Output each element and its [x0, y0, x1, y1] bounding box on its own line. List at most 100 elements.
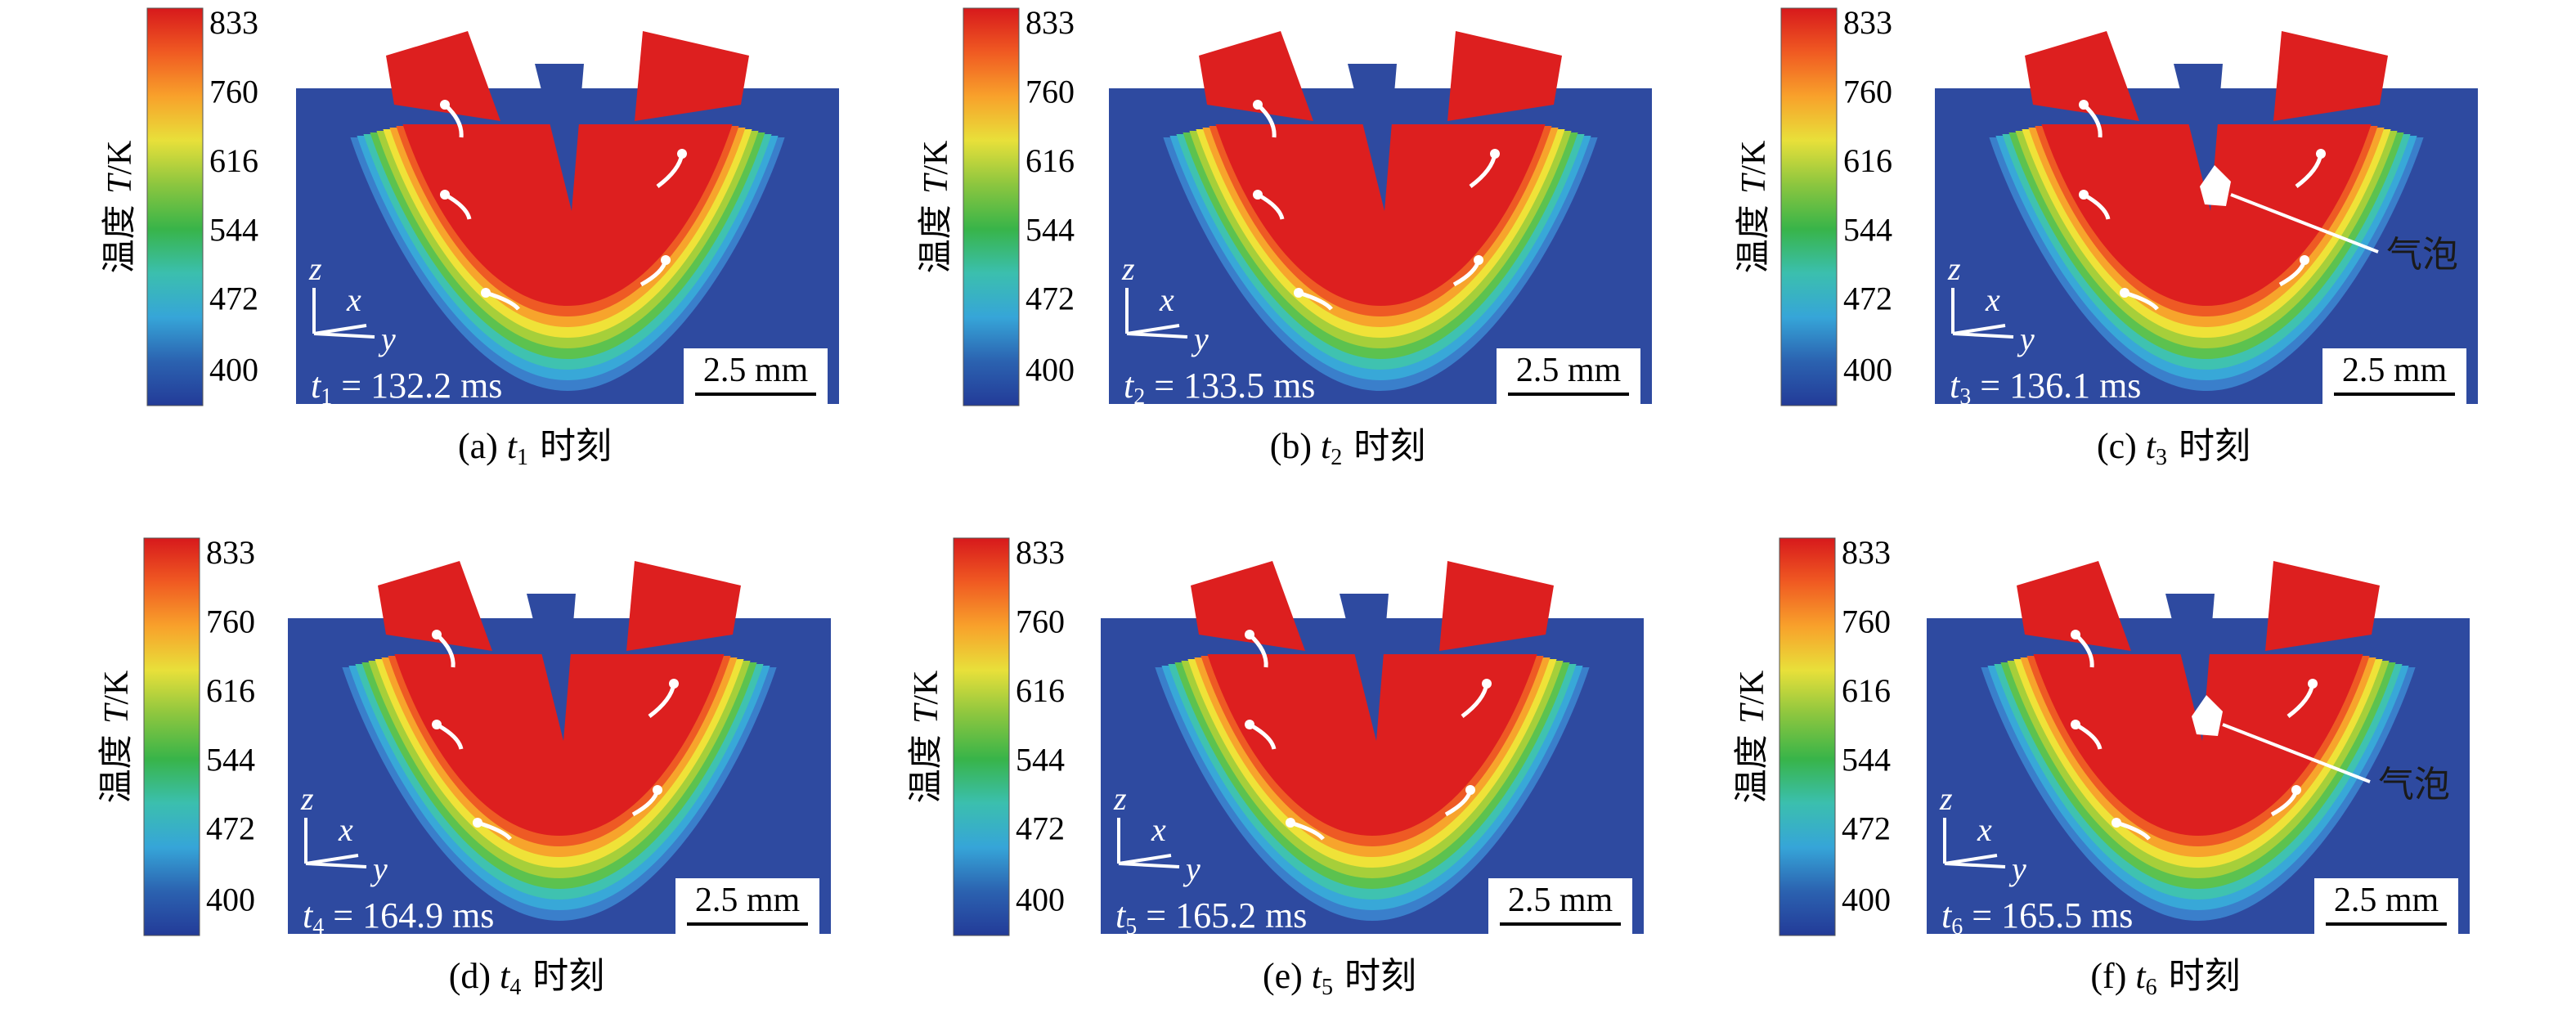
- scale-bar-label: 2.5 mm: [2342, 352, 2448, 389]
- flow-arrow-head: [1482, 679, 1492, 689]
- time-index: 1: [321, 384, 332, 410]
- axis-y-label: y: [378, 321, 396, 357]
- flow-arrow-head: [1490, 149, 1500, 159]
- colorbar-tick-label: 400: [1843, 351, 1892, 388]
- axis-z-label: z: [1113, 780, 1127, 817]
- colorbar-label-symbol: T: [1734, 702, 1771, 724]
- time-unit: ms: [1264, 366, 1315, 406]
- keyhole: [527, 594, 576, 741]
- caption-suffix: 时刻: [1333, 955, 1416, 997]
- weld-lip-right: [635, 31, 749, 121]
- time-equals: =: [324, 895, 362, 936]
- panel-caption: (f) t6 时刻: [2090, 955, 2240, 1000]
- time-index: 3: [1959, 384, 1971, 410]
- axis-x-line: [1952, 324, 2006, 335]
- weld-lip-left: [1191, 561, 1305, 651]
- flow-arrow-head: [1474, 255, 1483, 265]
- axis-y-label: y: [1191, 321, 1209, 357]
- colorbar-label-cn: 温度: [99, 194, 139, 273]
- colorbar: [1779, 537, 1836, 936]
- caption-index: 4: [509, 975, 521, 1000]
- flow-arrow-head: [2316, 149, 2326, 159]
- colorbar-tick-label: 760: [1025, 74, 1075, 110]
- weld-lip-left: [1199, 31, 1313, 121]
- time-symbol: t: [1115, 895, 1127, 936]
- weld-lip-right: [1439, 561, 1554, 651]
- colorbar-tick-label: 760: [209, 74, 258, 110]
- flow-arrow-head: [1465, 785, 1475, 795]
- colorbar-label-cn: 温度: [905, 724, 945, 803]
- colorbar-tick-label: 544: [206, 741, 255, 778]
- caption-index: 5: [1322, 975, 1333, 1000]
- colorbar-label-symbol: T: [1735, 173, 1773, 194]
- bubble-label: 气泡: [2386, 234, 2458, 276]
- axis-x-line: [305, 854, 359, 865]
- colorbar-tick-label: 833: [209, 4, 258, 41]
- time-value: 136.1: [2009, 366, 2090, 406]
- colorbar-tick-label: 400: [206, 881, 255, 918]
- flow-arrow-head: [432, 720, 442, 729]
- colorbar-tick-label: 400: [209, 351, 258, 388]
- panel-caption: (a) t1 时刻: [458, 425, 612, 470]
- time-equals: =: [1963, 895, 2001, 936]
- bubble-pointer: [2230, 193, 2379, 254]
- colorbar-label-unit: /K: [918, 141, 955, 175]
- axis-y-label: y: [2008, 850, 2026, 887]
- colorbar-label-symbol: T: [918, 173, 955, 194]
- axis-x-label: x: [1151, 811, 1166, 848]
- time-stamp: t2 = 133.5 ms: [1124, 366, 1315, 410]
- panel-caption: (d) t4 时刻: [449, 955, 605, 1000]
- flow-arrow-head: [2071, 630, 2080, 639]
- time-value: 132.2: [370, 366, 451, 406]
- flow-arrow-head: [1286, 818, 1295, 828]
- weld-lip-right: [626, 561, 741, 651]
- caption-letter: (c): [2097, 426, 2146, 466]
- weld-lip-left: [2017, 561, 2131, 651]
- colorbar-tick-label: 472: [1842, 810, 1891, 847]
- axis-y-label: y: [1183, 850, 1200, 887]
- time-unit: ms: [451, 366, 502, 406]
- caption-suffix: 时刻: [1342, 425, 1425, 467]
- caption-symbol: t: [500, 956, 511, 996]
- colorbar-label-unit: /K: [1735, 141, 1773, 175]
- caption-symbol: t: [507, 426, 518, 466]
- flow-arrow-head: [661, 255, 671, 265]
- caption-symbol: t: [2146, 426, 2157, 466]
- axis-z-label: z: [1947, 250, 1961, 287]
- colorbar-tick-label: 472: [1016, 810, 1065, 847]
- time-index: 4: [312, 914, 324, 940]
- colorbar-tick-label: 472: [1843, 280, 1892, 317]
- weld-lip-left: [2025, 31, 2139, 121]
- colorbar-tick-label: 616: [206, 672, 255, 709]
- keyhole: [1340, 594, 1389, 741]
- colorbar-tick-label: 616: [1842, 672, 1891, 709]
- axis-x-line: [1126, 324, 1180, 335]
- colorbar-tick-label: 760: [1842, 603, 1891, 640]
- colorbar: [143, 537, 200, 936]
- axis-x-line: [1944, 854, 1998, 865]
- axis-x-label: x: [1159, 281, 1174, 318]
- axis-x-line: [313, 324, 367, 335]
- colorbar-tick-label: 616: [1016, 672, 1065, 709]
- colorbar-tick-label: 833: [1025, 4, 1075, 41]
- colorbar-tick-label: 472: [206, 810, 255, 847]
- time-unit: ms: [1256, 895, 1307, 936]
- temperature-band: [1215, 124, 1546, 306]
- temperature-band: [402, 124, 733, 306]
- scale-bar-label: 2.5 mm: [1516, 352, 1622, 389]
- axis-x-line: [1118, 854, 1172, 865]
- time-stamp: t1 = 132.2 ms: [311, 366, 502, 410]
- axis-x-label: x: [1985, 281, 2000, 318]
- caption-suffix: 时刻: [528, 425, 612, 467]
- colorbar-tick-label: 833: [1016, 534, 1065, 571]
- keyhole: [535, 64, 584, 211]
- flow-arrow-head: [2291, 785, 2301, 795]
- flow-arrow-head: [1245, 630, 1254, 639]
- axis-y-line: [1118, 862, 1180, 868]
- colorbar: [953, 537, 1010, 936]
- axis-z-label: z: [1939, 780, 1953, 817]
- caption-index: 1: [517, 445, 528, 470]
- flow-arrow-head: [1253, 100, 1263, 110]
- colorbar-tick-label: 544: [1016, 741, 1065, 778]
